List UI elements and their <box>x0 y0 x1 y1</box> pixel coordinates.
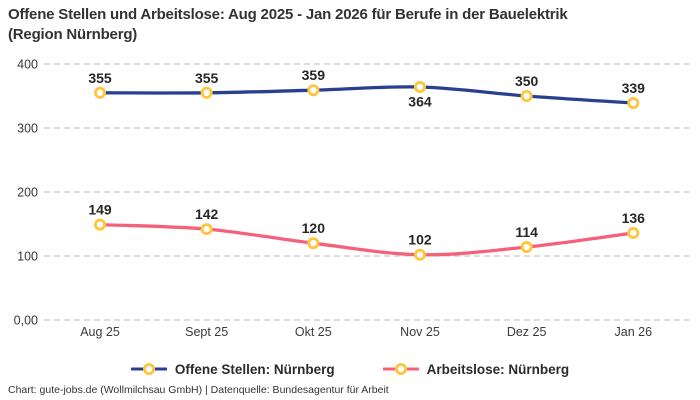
data-point-label: 136 <box>622 210 646 226</box>
legend-swatch-line-icon <box>382 363 419 375</box>
data-point-label: 120 <box>302 220 326 236</box>
data-point-marker[interactable] <box>520 241 533 254</box>
legend-label-offene-stellen: Offene Stellen: Nürnberg <box>174 361 335 377</box>
data-point-marker[interactable] <box>627 97 640 110</box>
legend-swatch-line-icon <box>130 363 167 375</box>
x-tick-label: Jan 26 <box>615 325 653 339</box>
y-tick-label: 300 <box>17 122 38 136</box>
data-point-marker[interactable] <box>94 86 107 99</box>
data-point-marker[interactable] <box>413 248 426 261</box>
data-point-label: 355 <box>88 70 112 86</box>
x-tick-label: Sept 25 <box>185 325 228 339</box>
data-point-marker[interactable] <box>307 84 320 97</box>
x-tick-label: Aug 25 <box>80 325 120 339</box>
data-point-marker[interactable] <box>94 218 107 231</box>
y-tick-label: 100 <box>17 250 38 264</box>
data-point-marker[interactable] <box>200 86 213 99</box>
data-point-label: 114 <box>515 224 538 240</box>
data-point-marker[interactable] <box>200 223 213 236</box>
data-point-label: 102 <box>408 232 432 248</box>
x-tick-label: Nov 25 <box>400 325 440 339</box>
attribution-text: Chart: gute-jobs.de (Wollmilchsau GmbH) … <box>8 384 389 396</box>
x-tick-label: Okt 25 <box>295 325 332 339</box>
data-point-label: 339 <box>622 80 646 96</box>
data-point-label: 359 <box>302 67 326 83</box>
y-tick-label: 200 <box>17 186 38 200</box>
data-point-label: 142 <box>195 206 219 222</box>
chart-legend: Offene Stellen: Nürnberg Arbeitslose: Nü… <box>0 357 700 381</box>
data-point-label: 149 <box>88 202 112 218</box>
data-point-label: 355 <box>195 70 219 86</box>
data-point-marker[interactable] <box>413 81 426 94</box>
line-chart: 0,00 100 200 300 400 Aug 25 Sept 25 Okt 25 Nov 2… <box>14 58 692 339</box>
y-tick-label: 0,00 <box>14 314 38 328</box>
data-point-marker[interactable] <box>627 226 640 239</box>
data-point-marker[interactable] <box>307 237 320 250</box>
legend-item-arbeitslose[interactable]: Arbeitslose: Nürnberg <box>382 361 570 377</box>
series-line-0 <box>98 85 635 105</box>
chart-title: Offene Stellen und Arbeitslose: Aug 2025… <box>8 6 568 44</box>
y-tick-label: 400 <box>17 58 38 72</box>
legend-item-offene-stellen[interactable]: Offene Stellen: Nürnberg <box>130 361 335 377</box>
data-point-label: 350 <box>515 73 539 89</box>
legend-label-arbeitslose: Arbeitslose: Nürnberg <box>426 361 570 377</box>
series-line-1 <box>98 222 635 257</box>
data-point-label: 364 <box>408 94 432 110</box>
data-point-marker[interactable] <box>520 90 533 103</box>
x-tick-label: Dez 25 <box>507 325 547 339</box>
